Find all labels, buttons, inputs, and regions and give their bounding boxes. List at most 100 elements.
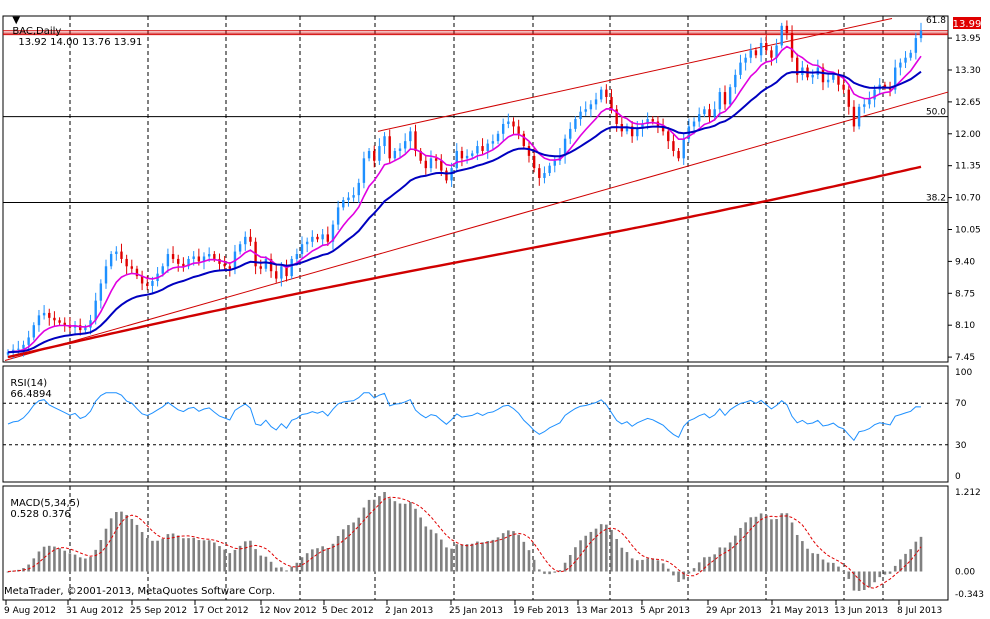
macd-bar — [651, 558, 655, 572]
macd-bar — [223, 549, 226, 572]
candle-body — [244, 236, 247, 245]
candle-body — [434, 158, 438, 161]
x-tick-label: 9 Aug 2012 — [4, 606, 56, 616]
candle-body — [455, 150, 458, 169]
macd-bar — [233, 549, 237, 572]
macd-bar — [682, 571, 686, 580]
candle-body — [842, 84, 845, 90]
macd-bar — [563, 562, 567, 572]
candle-body — [151, 281, 154, 286]
rsi-indicator[interactable]: 100 70 30 0 — [3, 368, 972, 482]
panel-frame-2 — [2, 365, 949, 483]
macd-bar — [486, 541, 490, 572]
macd-bar — [548, 571, 551, 575]
macd-bar — [32, 558, 36, 572]
candle-body — [491, 141, 495, 144]
macd-bar — [99, 540, 103, 572]
symbol-label: BAC,Daily — [12, 26, 62, 37]
macd-bar — [455, 544, 459, 572]
macd-bar — [832, 562, 835, 572]
candle-body — [398, 148, 402, 151]
candle-body — [197, 256, 201, 262]
candle-body — [496, 133, 500, 142]
copyright-footer: MetaTrader, ©2001-2013, MetaQuotes Softw… — [4, 586, 276, 597]
macd-bar — [868, 571, 871, 588]
candle-body — [109, 254, 113, 267]
current-price-tag: 13.99 — [953, 17, 981, 30]
candle-body — [228, 266, 232, 269]
macd-bar — [718, 547, 722, 572]
x-tick-label: 13 Jun 2013 — [834, 606, 888, 616]
rsi-header: RSI(14) 66.4894 — [4, 367, 51, 400]
macd-bar — [357, 517, 361, 572]
candle-body — [826, 79, 830, 83]
macd-bar — [532, 559, 536, 572]
macd-indicator[interactable]: 1.212 0.00 -0.343 — [6, 488, 984, 600]
macd-bar — [53, 546, 56, 572]
macd-bar — [207, 540, 211, 572]
macd-bar — [816, 553, 820, 572]
macd-bar — [295, 562, 299, 572]
macd-bar — [6, 571, 10, 573]
macd-bar — [393, 501, 397, 572]
macd-bar — [213, 542, 216, 572]
candle-body — [904, 57, 907, 63]
candle-body — [238, 244, 242, 252]
candle-body — [166, 254, 170, 267]
macd-bar — [537, 569, 541, 572]
candlestick-series[interactable] — [6, 20, 923, 359]
candle-body — [636, 128, 639, 137]
macd-bar — [739, 527, 742, 572]
candle-body — [863, 104, 866, 107]
macd-bar — [192, 537, 195, 572]
candle-body — [574, 119, 577, 129]
macd-bar — [336, 535, 340, 572]
macd-bar — [264, 556, 268, 572]
macd-bar — [527, 550, 531, 572]
macd-bar — [568, 555, 572, 572]
macd-bar — [728, 542, 732, 572]
candle-body — [140, 276, 144, 284]
macd-bar — [47, 545, 51, 572]
macd-bar — [754, 516, 758, 572]
candle-body — [682, 138, 685, 159]
macd-bar — [806, 548, 809, 572]
macd-bar — [228, 553, 232, 572]
macd-bar — [842, 570, 845, 572]
macd-bar — [460, 544, 464, 572]
macd-bar — [140, 532, 144, 572]
candle-body — [32, 325, 35, 338]
macd-bar — [780, 513, 784, 572]
y-tick-label: 13.30 — [955, 66, 981, 76]
macd-bar — [914, 541, 918, 572]
candle-body — [125, 258, 128, 267]
macd-bar — [115, 512, 118, 572]
y-tick-label: 7.45 — [955, 353, 975, 363]
candle-body — [677, 150, 680, 159]
x-tick-label: 2 Jan 2013 — [385, 606, 433, 616]
candle-body — [599, 89, 603, 100]
candle-body — [723, 92, 727, 105]
macd-bar — [522, 541, 526, 572]
macd-bar — [543, 571, 546, 574]
x-tick-label: 8 Jul 2013 — [897, 606, 942, 616]
macd-bar — [666, 568, 670, 572]
macd-bar — [785, 513, 789, 572]
candle-body — [651, 119, 654, 122]
macd-bar — [434, 533, 438, 572]
candle-body — [53, 317, 56, 321]
macd-bar — [646, 558, 649, 572]
macd-bar — [749, 517, 753, 572]
candle-body — [785, 25, 789, 34]
candle-body — [481, 146, 484, 151]
macd-bar — [445, 547, 448, 572]
macd-bar — [852, 571, 856, 591]
ohlc-values: 13.92 14.00 13.76 13.91 — [18, 37, 143, 48]
macd-bar — [84, 558, 87, 572]
macd-bar — [517, 534, 520, 572]
candle-body — [847, 89, 850, 107]
macd-bar — [826, 562, 830, 572]
chevron-down-icon[interactable]: ▼ — [12, 15, 21, 26]
candle-body — [223, 263, 226, 267]
